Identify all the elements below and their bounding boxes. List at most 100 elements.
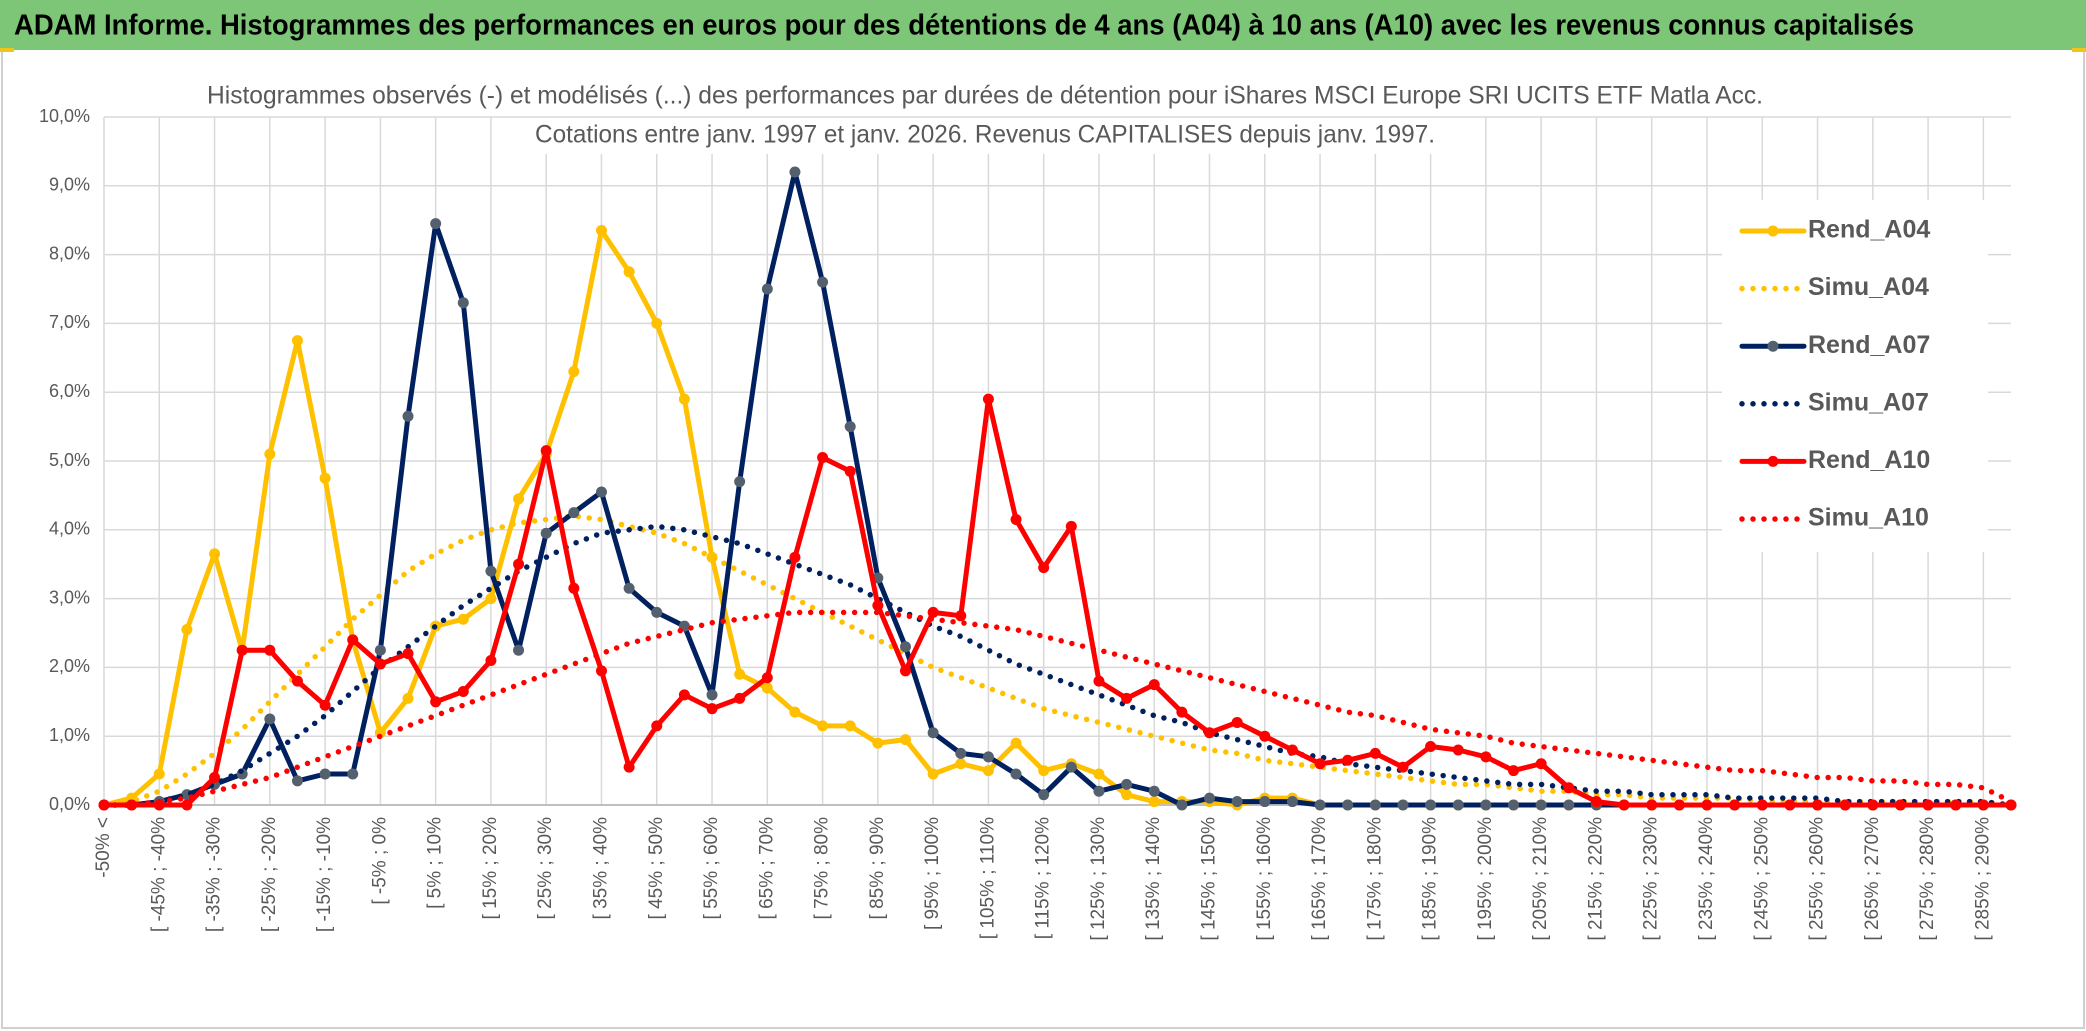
marker — [1563, 782, 1575, 794]
marker — [789, 551, 801, 563]
x-tick-label: [ 35% ; 40% — [590, 817, 611, 920]
chart-title: Histogrammes observés (-) et modélisés (… — [207, 82, 1763, 110]
marker — [1148, 785, 1160, 797]
marker — [1314, 799, 1326, 811]
corner-mark — [0, 48, 14, 52]
marker — [789, 166, 801, 178]
legend-label: Simu_A10 — [1808, 504, 1929, 532]
x-tick-label: [ 65% ; 70% — [756, 817, 777, 920]
y-tick-label: 8,0% — [49, 243, 90, 263]
chart-subtitle: Cotations entre janv. 1997 et janv. 2026… — [535, 121, 1435, 149]
marker — [209, 771, 221, 783]
marker — [1729, 799, 1741, 811]
marker — [927, 768, 939, 780]
legend-label: Simu_A04 — [1808, 273, 1929, 301]
marker — [623, 582, 635, 594]
legend-marker — [1767, 225, 1779, 237]
marker — [1452, 799, 1464, 811]
x-tick-label: [ 185% ; 190% — [1420, 817, 1441, 941]
marker — [734, 692, 746, 704]
marker — [595, 225, 607, 237]
x-tick-label: [ 105% ; 110% — [977, 817, 998, 939]
x-tick-label: [ 145% ; 150% — [1199, 817, 1220, 941]
marker — [1397, 799, 1409, 811]
marker — [817, 276, 829, 288]
marker — [513, 644, 525, 656]
marker — [872, 599, 884, 611]
marker — [1535, 799, 1547, 811]
marker — [1646, 799, 1658, 811]
marker — [374, 644, 386, 656]
marker — [1038, 562, 1050, 574]
marker — [899, 665, 911, 677]
x-tick-label: [ 245% ; 250% — [1751, 817, 1772, 941]
marker — [1673, 799, 1685, 811]
marker — [595, 486, 607, 498]
marker — [568, 366, 580, 378]
marker — [789, 706, 801, 718]
marker — [347, 634, 359, 646]
corner-mark — [2072, 48, 2086, 52]
marker — [1369, 799, 1381, 811]
marker — [927, 727, 939, 739]
marker — [1286, 744, 1298, 756]
marker — [1977, 799, 1989, 811]
marker — [734, 476, 746, 488]
legend-box — [1722, 200, 1988, 552]
y-tick-label: 10,0% — [39, 106, 90, 126]
x-tick-label: [ 85% ; 90% — [867, 817, 888, 920]
marker — [1093, 785, 1105, 797]
marker — [623, 266, 635, 278]
marker — [899, 734, 911, 746]
y-tick-label: 9,0% — [49, 175, 90, 195]
marker — [844, 421, 856, 433]
marker — [485, 565, 497, 577]
y-tick-label: 0,0% — [49, 794, 90, 814]
marker — [1369, 747, 1381, 759]
x-tick-label: [ -35% ; -30% — [204, 817, 225, 932]
marker — [181, 799, 193, 811]
x-tick-label: [ 5% ; 10% — [425, 817, 446, 909]
marker — [513, 493, 525, 505]
x-tick-label: [ -15% ; -10% — [314, 817, 335, 932]
dotted-line — [101, 523, 2014, 808]
x-tick-label: [ 55% ; 60% — [701, 817, 722, 920]
marker — [844, 720, 856, 732]
marker — [1563, 799, 1575, 811]
marker — [1894, 799, 1906, 811]
marker — [1259, 796, 1271, 808]
marker — [319, 699, 331, 711]
marker — [706, 689, 718, 701]
marker — [817, 452, 829, 464]
marker — [927, 606, 939, 618]
line — [101, 396, 2014, 808]
legend-label: Rend_A07 — [1808, 331, 1930, 359]
marker — [734, 668, 746, 680]
marker — [2005, 799, 2017, 811]
x-tick-label: [ 225% ; 230% — [1641, 817, 1662, 941]
banner-title: ADAM Informe. Histogrammes des performan… — [14, 10, 1914, 42]
x-tick-label: [ 235% ; 240% — [1696, 817, 1717, 941]
dotted-line — [101, 513, 2014, 808]
marker — [485, 593, 497, 605]
x-tick-label: [ 255% ; 260% — [1807, 817, 1828, 941]
legend-label: Rend_A04 — [1808, 216, 1930, 244]
marker — [1204, 727, 1216, 739]
marker — [1867, 799, 1879, 811]
marker — [264, 448, 276, 460]
y-tick-label: 3,0% — [49, 587, 90, 607]
marker — [1342, 754, 1354, 766]
marker — [291, 335, 303, 347]
marker — [1508, 799, 1520, 811]
marker — [955, 747, 967, 759]
y-tick-label: 5,0% — [49, 450, 90, 470]
marker — [651, 606, 663, 618]
marker — [236, 644, 248, 656]
marker — [457, 613, 469, 625]
marker — [1480, 799, 1492, 811]
x-tick-label: [ 45% ; 50% — [646, 817, 667, 920]
marker — [955, 758, 967, 770]
x-tick-label: [ 265% ; 270% — [1862, 817, 1883, 941]
marker — [374, 658, 386, 670]
marker — [955, 610, 967, 622]
